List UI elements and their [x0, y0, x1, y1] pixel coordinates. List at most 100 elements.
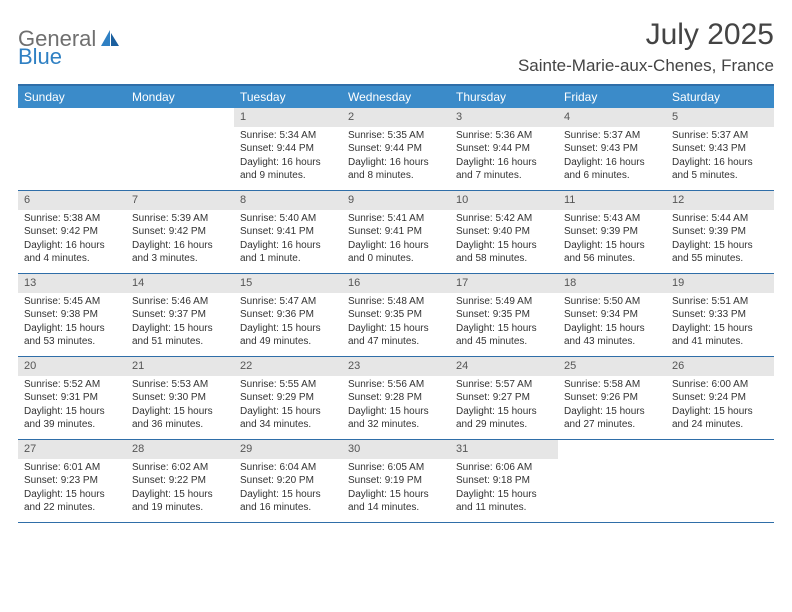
day-body: Sunrise: 5:37 AMSunset: 9:43 PMDaylight:… — [666, 127, 774, 183]
daylight-text: Daylight: 15 hours and 14 minutes. — [348, 488, 444, 515]
day-number: 13 — [18, 274, 126, 293]
weekday-header: Tuesday — [234, 86, 342, 108]
daylight-text: Daylight: 15 hours and 34 minutes. — [240, 405, 336, 432]
day-cell: 11Sunrise: 5:43 AMSunset: 9:39 PMDayligh… — [558, 191, 666, 273]
day-body: Sunrise: 5:43 AMSunset: 9:39 PMDaylight:… — [558, 210, 666, 266]
day-cell: . — [666, 440, 774, 522]
day-number: 17 — [450, 274, 558, 293]
day-cell: 25Sunrise: 5:58 AMSunset: 9:26 PMDayligh… — [558, 357, 666, 439]
day-number: 29 — [234, 440, 342, 459]
day-number: 31 — [450, 440, 558, 459]
daylight-text: Daylight: 16 hours and 7 minutes. — [456, 156, 552, 183]
day-cell: 23Sunrise: 5:56 AMSunset: 9:28 PMDayligh… — [342, 357, 450, 439]
day-body: Sunrise: 5:55 AMSunset: 9:29 PMDaylight:… — [234, 376, 342, 432]
daylight-text: Daylight: 15 hours and 45 minutes. — [456, 322, 552, 349]
day-cell: 2Sunrise: 5:35 AMSunset: 9:44 PMDaylight… — [342, 108, 450, 190]
day-body: Sunrise: 5:48 AMSunset: 9:35 PMDaylight:… — [342, 293, 450, 349]
location-subtitle: Sainte-Marie-aux-Chenes, France — [518, 56, 774, 76]
day-number: 5 — [666, 108, 774, 127]
daylight-text: Daylight: 15 hours and 24 minutes. — [672, 405, 768, 432]
day-body: Sunrise: 5:49 AMSunset: 9:35 PMDaylight:… — [450, 293, 558, 349]
day-cell: 20Sunrise: 5:52 AMSunset: 9:31 PMDayligh… — [18, 357, 126, 439]
sunrise-text: Sunrise: 5:47 AM — [240, 295, 336, 309]
sunset-text: Sunset: 9:22 PM — [132, 474, 228, 488]
day-number: 1 — [234, 108, 342, 127]
daylight-text: Daylight: 15 hours and 43 minutes. — [564, 322, 660, 349]
week-row: 20Sunrise: 5:52 AMSunset: 9:31 PMDayligh… — [18, 357, 774, 440]
sunrise-text: Sunrise: 6:00 AM — [672, 378, 768, 392]
day-body: Sunrise: 5:50 AMSunset: 9:34 PMDaylight:… — [558, 293, 666, 349]
sunset-text: Sunset: 9:27 PM — [456, 391, 552, 405]
daylight-text: Daylight: 15 hours and 36 minutes. — [132, 405, 228, 432]
day-number: 28 — [126, 440, 234, 459]
day-number: 26 — [666, 357, 774, 376]
day-number: 7 — [126, 191, 234, 210]
sunrise-text: Sunrise: 5:37 AM — [564, 129, 660, 143]
sunset-text: Sunset: 9:42 PM — [132, 225, 228, 239]
daylight-text: Daylight: 15 hours and 19 minutes. — [132, 488, 228, 515]
day-number: 24 — [450, 357, 558, 376]
sunrise-text: Sunrise: 5:36 AM — [456, 129, 552, 143]
daylight-text: Daylight: 16 hours and 6 minutes. — [564, 156, 660, 183]
day-body: Sunrise: 5:34 AMSunset: 9:44 PMDaylight:… — [234, 127, 342, 183]
day-number: 16 — [342, 274, 450, 293]
sunset-text: Sunset: 9:28 PM — [348, 391, 444, 405]
daylight-text: Daylight: 15 hours and 51 minutes. — [132, 322, 228, 349]
week-row: 13Sunrise: 5:45 AMSunset: 9:38 PMDayligh… — [18, 274, 774, 357]
sunset-text: Sunset: 9:36 PM — [240, 308, 336, 322]
daylight-text: Daylight: 16 hours and 9 minutes. — [240, 156, 336, 183]
daylight-text: Daylight: 15 hours and 56 minutes. — [564, 239, 660, 266]
daylight-text: Daylight: 16 hours and 4 minutes. — [24, 239, 120, 266]
sunset-text: Sunset: 9:20 PM — [240, 474, 336, 488]
sunset-text: Sunset: 9:23 PM — [24, 474, 120, 488]
day-cell: 10Sunrise: 5:42 AMSunset: 9:40 PMDayligh… — [450, 191, 558, 273]
week-row: 6Sunrise: 5:38 AMSunset: 9:42 PMDaylight… — [18, 191, 774, 274]
sunrise-text: Sunrise: 5:44 AM — [672, 212, 768, 226]
sunset-text: Sunset: 9:39 PM — [672, 225, 768, 239]
day-number: 9 — [342, 191, 450, 210]
daylight-text: Daylight: 15 hours and 49 minutes. — [240, 322, 336, 349]
sunrise-text: Sunrise: 5:40 AM — [240, 212, 336, 226]
daylight-text: Daylight: 15 hours and 41 minutes. — [672, 322, 768, 349]
sunrise-text: Sunrise: 5:46 AM — [132, 295, 228, 309]
day-body: Sunrise: 5:44 AMSunset: 9:39 PMDaylight:… — [666, 210, 774, 266]
sunrise-text: Sunrise: 5:37 AM — [672, 129, 768, 143]
day-cell: 8Sunrise: 5:40 AMSunset: 9:41 PMDaylight… — [234, 191, 342, 273]
day-body: Sunrise: 5:42 AMSunset: 9:40 PMDaylight:… — [450, 210, 558, 266]
logo-sub: Blue — [18, 44, 62, 70]
day-cell: 16Sunrise: 5:48 AMSunset: 9:35 PMDayligh… — [342, 274, 450, 356]
day-number: 11 — [558, 191, 666, 210]
day-number: 6 — [18, 191, 126, 210]
daylight-text: Daylight: 15 hours and 58 minutes. — [456, 239, 552, 266]
day-cell: 30Sunrise: 6:05 AMSunset: 9:19 PMDayligh… — [342, 440, 450, 522]
daylight-text: Daylight: 15 hours and 32 minutes. — [348, 405, 444, 432]
day-cell: 3Sunrise: 5:36 AMSunset: 9:44 PMDaylight… — [450, 108, 558, 190]
calendar-page: General July 2025 Sainte-Marie-aux-Chene… — [0, 0, 792, 523]
day-body: Sunrise: 6:01 AMSunset: 9:23 PMDaylight:… — [18, 459, 126, 515]
day-cell: 14Sunrise: 5:46 AMSunset: 9:37 PMDayligh… — [126, 274, 234, 356]
sunset-text: Sunset: 9:19 PM — [348, 474, 444, 488]
weekday-header: Thursday — [450, 86, 558, 108]
sunset-text: Sunset: 9:35 PM — [348, 308, 444, 322]
day-body: Sunrise: 5:35 AMSunset: 9:44 PMDaylight:… — [342, 127, 450, 183]
sunset-text: Sunset: 9:41 PM — [240, 225, 336, 239]
day-cell: 26Sunrise: 6:00 AMSunset: 9:24 PMDayligh… — [666, 357, 774, 439]
daylight-text: Daylight: 15 hours and 16 minutes. — [240, 488, 336, 515]
day-number: 20 — [18, 357, 126, 376]
day-number: 22 — [234, 357, 342, 376]
daylight-text: Daylight: 15 hours and 27 minutes. — [564, 405, 660, 432]
day-cell: 5Sunrise: 5:37 AMSunset: 9:43 PMDaylight… — [666, 108, 774, 190]
day-number: 3 — [450, 108, 558, 127]
daylight-text: Daylight: 16 hours and 8 minutes. — [348, 156, 444, 183]
daylight-text: Daylight: 16 hours and 3 minutes. — [132, 239, 228, 266]
sunset-text: Sunset: 9:34 PM — [564, 308, 660, 322]
day-body: Sunrise: 5:46 AMSunset: 9:37 PMDaylight:… — [126, 293, 234, 349]
sunset-text: Sunset: 9:35 PM — [456, 308, 552, 322]
day-cell: . — [558, 440, 666, 522]
sunset-text: Sunset: 9:44 PM — [240, 142, 336, 156]
day-cell: 21Sunrise: 5:53 AMSunset: 9:30 PMDayligh… — [126, 357, 234, 439]
sunrise-text: Sunrise: 5:58 AM — [564, 378, 660, 392]
sunrise-text: Sunrise: 5:49 AM — [456, 295, 552, 309]
sunset-text: Sunset: 9:26 PM — [564, 391, 660, 405]
day-cell: 7Sunrise: 5:39 AMSunset: 9:42 PMDaylight… — [126, 191, 234, 273]
